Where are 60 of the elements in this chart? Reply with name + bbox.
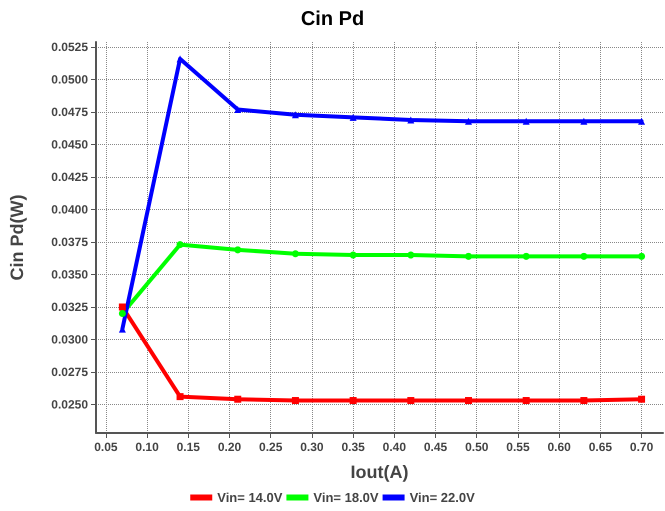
y-tick-label: 0.0275 — [51, 364, 88, 379]
y-tick-label: 0.0525 — [51, 40, 88, 54]
point — [465, 118, 472, 125]
y-tick-label: 0.0425 — [51, 170, 88, 184]
point — [580, 118, 588, 125]
y-tick-label: 0.0400 — [51, 202, 88, 217]
point — [522, 397, 530, 404]
x-tick-label: 0.40 — [382, 440, 406, 454]
point — [118, 310, 126, 317]
point — [465, 252, 472, 260]
y-tick-label: 0.0300 — [51, 332, 88, 346]
x-tick-label: 0.60 — [547, 440, 572, 454]
legend-label: Vin= 18.0V — [313, 490, 379, 505]
x-tick-label: 0.35 — [341, 440, 366, 454]
point — [638, 252, 646, 260]
x-tick-label: 0.05 — [94, 440, 118, 454]
point — [350, 114, 357, 121]
y-tick-label: 0.0375 — [51, 235, 88, 250]
legend-label: Vin= 22.0V — [410, 490, 476, 505]
x-tick-label: 0.45 — [424, 440, 448, 454]
x-tick-label: 0.65 — [588, 440, 612, 454]
point — [580, 397, 588, 404]
x-tick-label: 0.25 — [259, 440, 283, 454]
y-tick-label: 0.0250 — [51, 397, 88, 412]
point — [234, 246, 242, 254]
legend-label: Vin= 14.0V — [217, 490, 283, 505]
point — [118, 303, 126, 310]
point — [176, 393, 184, 400]
x-tick-label: 0.30 — [300, 440, 324, 454]
y-axis-title: Cin Pd(W) — [7, 194, 27, 280]
x-tick-label: 0.10 — [135, 440, 160, 454]
x-tick-label: 0.15 — [176, 440, 200, 454]
point — [407, 252, 414, 259]
point — [234, 396, 242, 403]
x-axis-title: Iout(A) — [350, 462, 408, 482]
point — [292, 397, 299, 404]
x-tick-label: 0.55 — [506, 440, 530, 454]
y-tick-label: 0.0450 — [51, 138, 88, 152]
point — [292, 250, 299, 258]
point — [176, 241, 184, 248]
point — [407, 116, 414, 124]
point — [350, 252, 357, 259]
point — [350, 397, 357, 404]
point — [638, 118, 646, 125]
chart-title: Cin Pd — [300, 8, 364, 30]
point — [465, 397, 472, 404]
point — [638, 396, 646, 403]
x-tick-label: 0.20 — [218, 440, 242, 454]
y-tick-label: 0.0475 — [51, 105, 88, 120]
point — [292, 111, 299, 118]
x-tick-label: 0.70 — [630, 440, 654, 454]
point — [522, 118, 530, 125]
x-tick-label: 0.50 — [465, 440, 489, 454]
point — [407, 397, 414, 404]
y-tick-label: 0.0325 — [51, 300, 88, 314]
point — [522, 252, 530, 260]
y-tick-label: 0.0500 — [51, 72, 88, 87]
point — [580, 252, 588, 260]
y-tick-label: 0.0350 — [51, 268, 88, 282]
point — [234, 106, 242, 114]
